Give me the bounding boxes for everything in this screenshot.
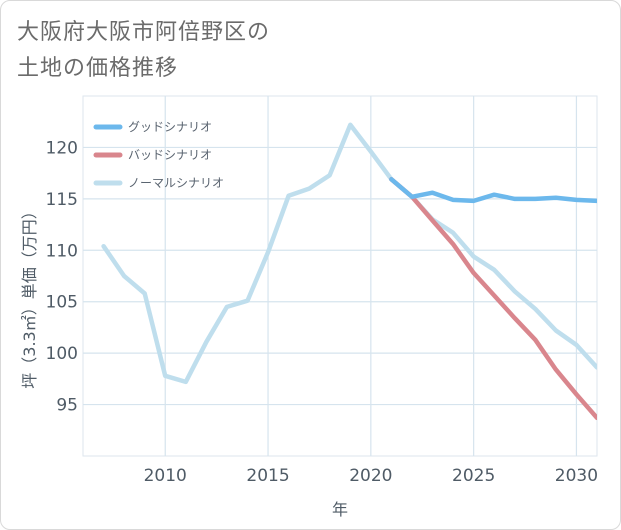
chart-title: 大阪府大阪市阿倍野区の 土地の価格推移 — [17, 15, 270, 87]
y-tick-label: 115 — [46, 190, 78, 210]
chart-title-line1: 大阪府大阪市阿倍野区の — [17, 20, 271, 45]
y-tick-label: 120 — [46, 138, 78, 158]
y-tick-label: 100 — [46, 344, 78, 364]
y-tick-label: 105 — [46, 293, 78, 313]
axis-ticks: 95 100 105 110 115 120 2010 2015 2020 2025 2030 — [46, 138, 599, 486]
y-tick-label: 95 — [56, 396, 78, 416]
y-axis-label: 坪（3.3㎡）単価（万円） — [20, 203, 39, 388]
series-line-normal — [101, 122, 597, 385]
x-axis-label: 年 — [332, 500, 348, 519]
y-tick-label: 110 — [46, 241, 78, 261]
x-tick-label: 2015 — [246, 466, 289, 486]
x-tick-label: 2010 — [144, 466, 187, 486]
legend-label-bad: バッドシナリオ — [128, 148, 212, 162]
legend-label-normal: ノーマルシナリオ — [128, 176, 224, 190]
x-tick-label: 2025 — [452, 466, 495, 486]
series-line-bad — [389, 177, 597, 421]
plot-frame — [82, 95, 598, 457]
x-tick-label: 2030 — [555, 466, 598, 486]
series-layer — [101, 122, 597, 421]
legend-label-good: グッドシナリオ — [128, 120, 212, 134]
chart-title-line2: 土地の価格推移 — [17, 56, 179, 81]
x-tick-label: 2020 — [349, 466, 392, 486]
series-line-good — [389, 177, 597, 204]
